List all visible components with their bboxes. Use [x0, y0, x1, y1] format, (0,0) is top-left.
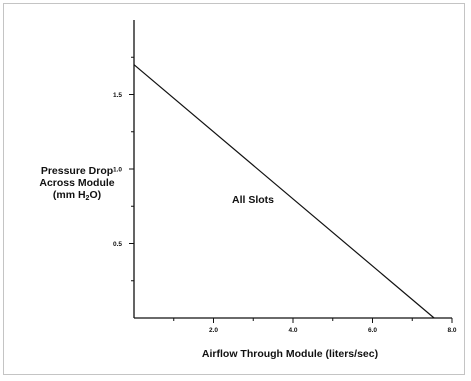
y-tick-label: 1.0 — [113, 167, 122, 174]
series-annotation: All Slots — [232, 194, 275, 206]
y-axis-label: Pressure Drop Across Module (mm H2O) — [22, 165, 132, 202]
figure-frame — [3, 3, 465, 375]
x-tick-label: 4.0 — [288, 327, 297, 334]
series-line — [133, 64, 435, 319]
y-axis-label-line-2: Across Module — [39, 177, 115, 189]
x-tick-label: 8.0 — [447, 327, 456, 334]
y-axis-label-line-3: (mm H2O) — [22, 189, 132, 202]
y-axis-label-subscript: 2 — [85, 195, 90, 202]
x-tick-label: 2.0 — [209, 327, 218, 334]
y-tick-label: 1.5 — [113, 92, 122, 99]
y-axis-label-unit-tail: O) — [89, 189, 102, 201]
y-axis-label-unit: (mm H — [52, 189, 86, 201]
x-tick-label: 6.0 — [368, 327, 377, 334]
x-axis-label: Airflow Through Module (liters/sec) — [201, 348, 379, 360]
y-tick-label: 0.5 — [113, 241, 122, 248]
y-axis-label-line-1: Pressure Drop — [40, 165, 114, 177]
